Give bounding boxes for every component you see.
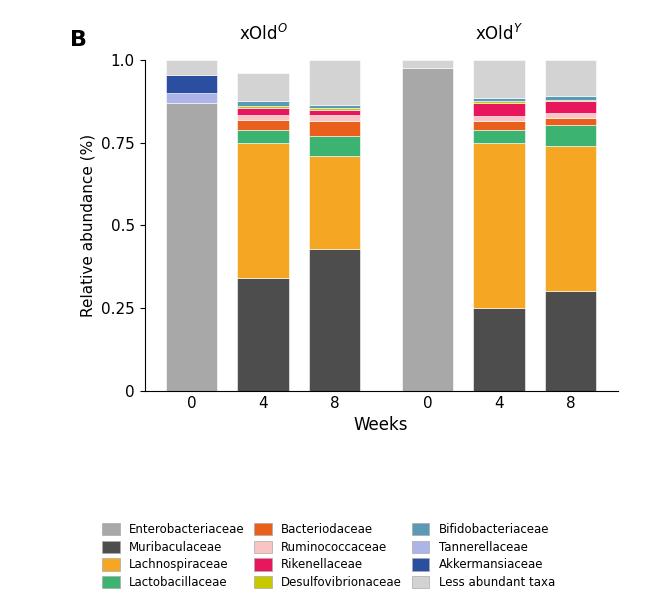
Bar: [309, 108, 360, 109]
Bar: [473, 143, 525, 308]
Bar: [309, 115, 360, 121]
Bar: [402, 60, 453, 69]
Legend: Enterobacteriaceae, Muribaculaceae, Lachnospiraceae, Lactobacillaceae, Bacteriod: Enterobacteriaceae, Muribaculaceae, Lach…: [96, 517, 561, 595]
Bar: [545, 118, 596, 124]
Bar: [237, 130, 289, 143]
Bar: [237, 108, 289, 115]
Text: xOld$^Y$: xOld$^Y$: [475, 23, 523, 44]
Bar: [545, 102, 596, 113]
Bar: [473, 121, 525, 129]
Bar: [166, 93, 217, 103]
Bar: [309, 121, 360, 136]
Bar: [473, 117, 525, 121]
Bar: [473, 130, 525, 143]
Bar: [309, 136, 360, 156]
Bar: [237, 143, 289, 278]
Bar: [402, 69, 453, 391]
Bar: [237, 106, 289, 108]
Y-axis label: Relative abundance (%): Relative abundance (%): [81, 134, 95, 317]
Bar: [309, 109, 360, 115]
Bar: [309, 60, 360, 105]
Bar: [237, 73, 289, 102]
Bar: [309, 105, 360, 108]
Bar: [545, 146, 596, 291]
Bar: [473, 60, 525, 98]
Bar: [237, 120, 289, 129]
Bar: [545, 97, 596, 100]
Bar: [545, 60, 596, 96]
X-axis label: Weeks: Weeks: [354, 416, 408, 434]
Bar: [473, 98, 525, 102]
Bar: [166, 103, 217, 391]
Bar: [545, 291, 596, 391]
Bar: [166, 60, 217, 75]
Bar: [237, 102, 289, 106]
Text: B: B: [70, 30, 87, 50]
Text: xOld$^O$: xOld$^O$: [238, 23, 288, 44]
Bar: [237, 278, 289, 391]
Bar: [473, 103, 525, 117]
Bar: [309, 249, 360, 391]
Bar: [237, 115, 289, 120]
Bar: [545, 100, 596, 102]
Bar: [309, 156, 360, 249]
Bar: [473, 308, 525, 391]
Bar: [545, 113, 596, 118]
Bar: [473, 102, 525, 103]
Bar: [166, 75, 217, 93]
Bar: [545, 124, 596, 146]
